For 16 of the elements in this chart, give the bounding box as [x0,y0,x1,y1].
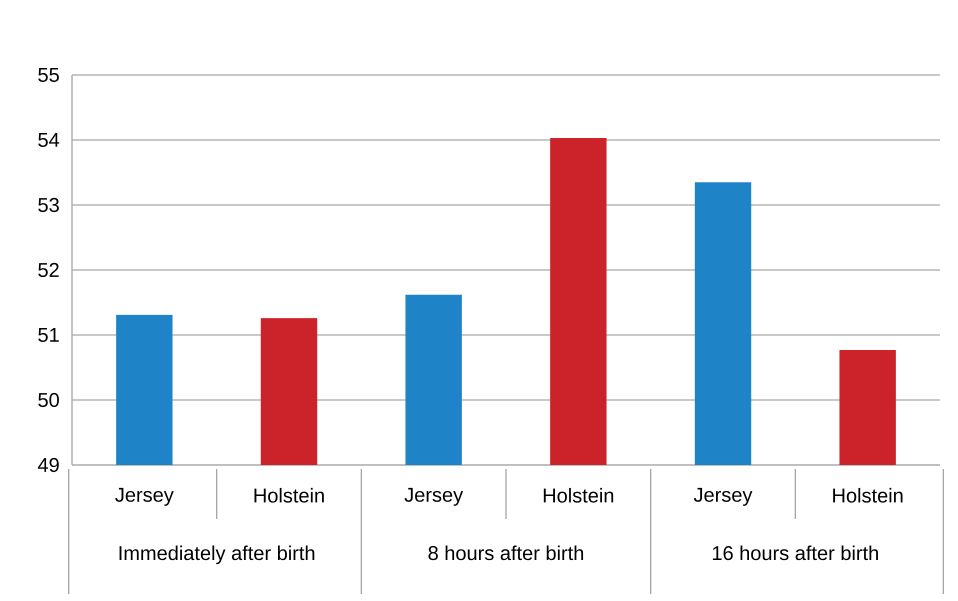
y-tick-label: 55 [38,68,59,82]
y-tick-label: 50 [38,392,59,408]
y-tick-label: 49 [38,458,59,472]
text: 8 hours after birth [428,546,584,560]
text: Immediately after birth [120,546,314,564]
x-tick-label: Holstein [254,488,324,503]
x-tick-label: Holstein [833,488,902,503]
y-tick-label: 51 [38,328,59,342]
y-tick-label: 53 [38,198,59,212]
x-tick-label: Jersey [694,488,752,506]
x-tick-label: Jersey [115,488,174,506]
x-tick-label: Holstein [544,488,614,503]
y-tick-label: 54 [38,133,60,147]
y-tick-label: 52 [38,262,59,278]
x-tick-label: Jersey [404,488,464,506]
text: 16 hours after birth [712,546,878,560]
